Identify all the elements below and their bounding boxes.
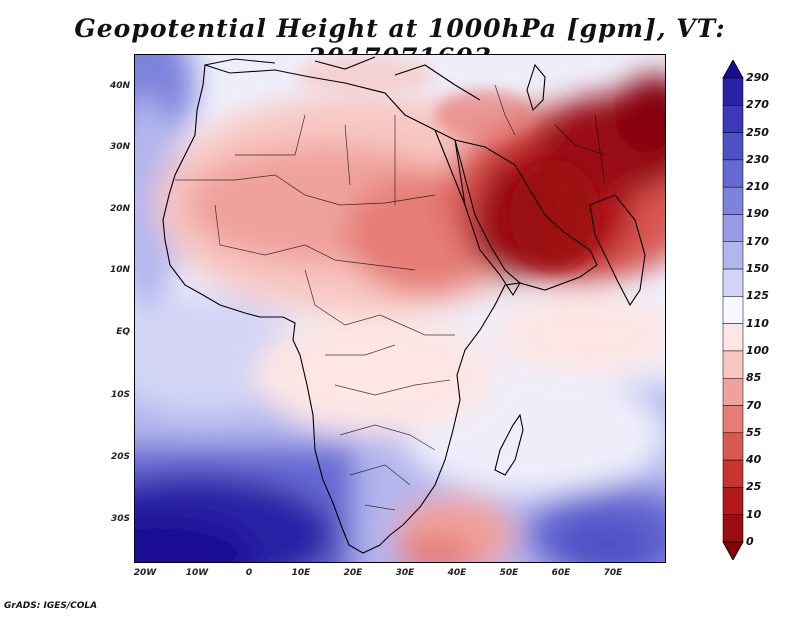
colorbar-swatch — [722, 105, 744, 133]
colorbar-swatch — [722, 159, 744, 188]
colorbar-tick-label: 190 — [746, 207, 769, 221]
colorbar-swatch — [722, 487, 744, 515]
lon-tick-label: 30E — [395, 568, 415, 578]
lon-tick-label: 10W — [185, 568, 209, 578]
colorbar-tick-label: 170 — [746, 234, 769, 248]
colorbar-tick-label: 0 — [746, 535, 754, 548]
coastlines — [162, 56, 646, 554]
colorbar-swatch — [722, 132, 744, 161]
country-borders — [175, 84, 606, 511]
colorbar-bottom-arrow — [722, 541, 744, 560]
colorbar-tick-label: 55 — [746, 425, 762, 439]
colorbar-tick-label: 10 — [746, 507, 762, 521]
colorbar-tick-label: 100 — [746, 343, 769, 357]
colorbar-swatch — [722, 296, 744, 324]
lat-tick-label: 30S — [110, 514, 130, 524]
lat-tick-label: 10S — [110, 390, 130, 400]
colorbar-tick-label: 230 — [746, 152, 769, 166]
credit-text: GrADS: IGES/COLA — [4, 601, 98, 611]
colorbar-swatch — [722, 323, 744, 352]
colorbar-tick-label: 150 — [746, 262, 769, 276]
lon-tick-label: 10E — [291, 568, 311, 578]
lon-tick-label: 50E — [499, 568, 519, 578]
colorbar-swatch — [722, 405, 744, 434]
lon-tick-label: 60E — [551, 568, 571, 578]
colorbar — [722, 60, 744, 560]
geopotential-field — [135, 55, 665, 562]
colorbar-swatch — [722, 77, 744, 106]
lat-tick-label: 20S — [110, 452, 130, 462]
colorbar-tick-label: 85 — [746, 371, 762, 385]
colorbar-swatch — [722, 268, 744, 297]
colorbar-swatch — [722, 214, 744, 243]
colorbar-tick-label: 70 — [746, 398, 762, 412]
colorbar-tick-label: 40 — [746, 453, 762, 467]
lon-tick-label: 20E — [343, 568, 363, 578]
colorbar-tick-label: 210 — [746, 180, 769, 194]
colorbar-swatch — [722, 432, 744, 461]
colorbar-swatch — [722, 459, 744, 488]
colorbar-tick-label: 250 — [746, 125, 769, 139]
colorbar-tick-label: 290 — [746, 71, 769, 84]
lat-tick-label: 20N — [109, 204, 130, 214]
lat-tick-label: 40N — [109, 81, 130, 91]
colorbar-swatch — [722, 241, 744, 270]
colorbar-tick-label: 25 — [746, 480, 762, 494]
colorbar-swatch — [722, 514, 744, 543]
lon-tick-label: 40E — [447, 568, 467, 578]
height-field-shading — [135, 55, 665, 562]
colorbar-top-arrow — [722, 60, 744, 79]
colorbar-tick-label: 270 — [746, 98, 769, 112]
lon-tick-label: 0 — [245, 568, 253, 578]
lon-tick-label: 70E — [603, 568, 623, 578]
map-panel — [134, 54, 666, 563]
colorbar-swatch — [722, 350, 744, 379]
colorbar-tick-label: 110 — [746, 316, 769, 330]
colorbar-swatch — [722, 186, 744, 215]
lat-tick-label: 10N — [109, 265, 130, 275]
lat-tick-label: EQ — [116, 327, 130, 337]
lat-tick-label: 30N — [109, 142, 130, 152]
colorbar-swatch — [722, 377, 744, 406]
lon-tick-label: 20W — [133, 568, 157, 578]
colorbar-tick-label: 125 — [746, 289, 769, 303]
